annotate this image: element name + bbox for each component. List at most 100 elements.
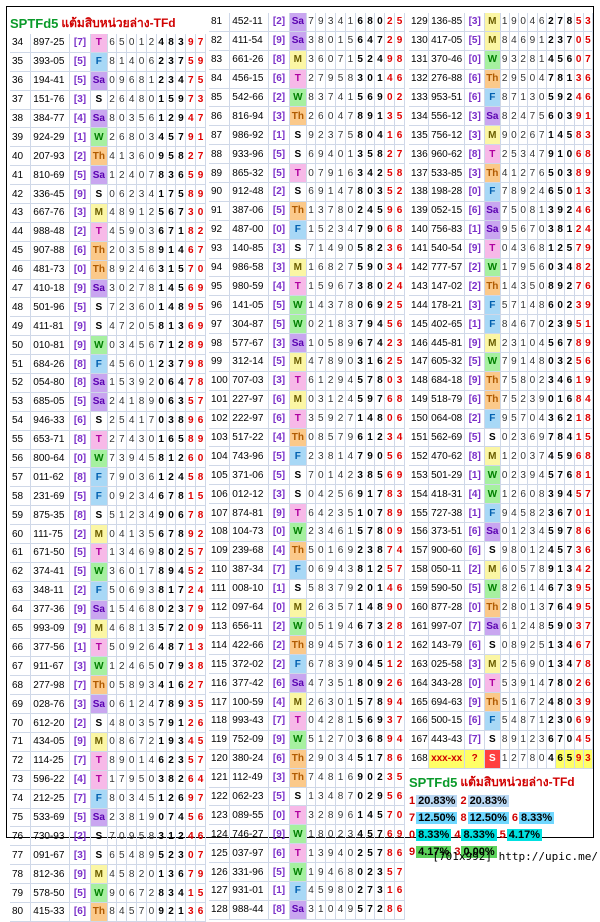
digit-cell: 7 — [366, 523, 376, 541]
digit-cell: 3 — [176, 732, 187, 751]
digit-cell: 4 — [565, 258, 575, 277]
digit-cell: 7 — [501, 201, 510, 220]
stat-group: 0 — [409, 829, 416, 842]
day-badge: S — [485, 749, 501, 768]
digit-cell: 7 — [196, 751, 206, 770]
digit-cell: 2 — [575, 220, 584, 239]
digit-cell: 2 — [196, 562, 206, 581]
digit-cell: 5 — [375, 466, 386, 485]
digit-cell: 0 — [147, 430, 157, 449]
digit-cell: 4 — [127, 166, 138, 185]
digit-cell: 4 — [176, 71, 187, 90]
day-badge: Th — [290, 768, 307, 787]
group-number: [5] — [70, 884, 92, 902]
digit-cell: 5 — [510, 409, 519, 428]
digit-cell: 5 — [556, 50, 566, 69]
digit-cell: 0 — [538, 220, 547, 239]
digit-cell: 0 — [547, 353, 556, 371]
digit-cell: 1 — [519, 730, 529, 749]
digit-cell: 4 — [346, 447, 356, 466]
digit-cell: 4 — [167, 298, 177, 317]
day-badge: S — [485, 541, 501, 560]
table-row: 69 028-76 [3] Sa 0 6 1 2 4 7 8 9 3 5 — [10, 695, 206, 715]
digit-cell: 8 — [108, 902, 118, 921]
digit-cell: 9 — [501, 50, 510, 69]
digit-cell: 0 — [336, 693, 346, 711]
digit-cell: 2 — [326, 371, 337, 390]
draw-number: 114-25 — [31, 751, 70, 770]
digit-cell: 6 — [565, 371, 575, 390]
digit-cell: 2 — [519, 523, 529, 541]
digit-cell: 2 — [385, 353, 396, 371]
table-row: 128 988-44 [8] Sa 3 1 0 4 9 5 7 2 8 6 — [209, 900, 405, 920]
digit-cell: 9 — [127, 449, 138, 468]
digit-cell: 1 — [108, 166, 118, 185]
digit-cell: 9 — [196, 52, 206, 71]
digit-cell: 3 — [117, 544, 128, 562]
digit-cell: 9 — [117, 468, 128, 487]
group-number: [2] — [70, 827, 92, 846]
digit-cell: 7 — [176, 204, 187, 222]
digit-cell: 1 — [501, 13, 510, 31]
digit-cell: 4 — [316, 768, 327, 787]
table-row: 83 661-26 [8] M 3 6 0 7 1 5 2 4 9 8 — [209, 50, 405, 70]
digit-cell: 8 — [167, 638, 177, 657]
digit-cell: 8 — [395, 50, 405, 69]
digit-cell: 2 — [375, 560, 386, 579]
digit-cell: 5 — [336, 674, 346, 693]
table-row: 47 410-18 [9] Sa 3 0 2 7 8 1 4 5 6 9 — [10, 279, 206, 299]
row-index: 105 — [209, 466, 231, 485]
digit-cell: 9 — [157, 241, 167, 260]
digit-cell: 5 — [547, 617, 556, 636]
draw-number: 707-03 — [230, 371, 269, 390]
table-row: 37 151-76 [3] S 2 6 4 8 0 1 5 9 7 3 — [10, 90, 206, 110]
digit-cell: 8 — [117, 732, 128, 751]
day-badge: T — [290, 371, 307, 390]
row-index: 108 — [209, 523, 231, 541]
draw-number: 348-11 — [31, 581, 70, 600]
digit-cell: 3 — [147, 222, 157, 241]
digit-cell: 8 — [528, 201, 538, 220]
draw-number: 025-58 — [429, 655, 466, 674]
digit-cell: 3 — [575, 296, 584, 315]
digit-cell: 5 — [147, 714, 157, 732]
digit-cell: 9 — [316, 145, 327, 164]
digit-cell: 0 — [565, 730, 575, 749]
digit-cell: 5 — [176, 279, 187, 298]
draw-number: 222-97 — [230, 409, 269, 428]
digit-cell: 8 — [565, 13, 575, 31]
digit-cell: 1 — [137, 411, 147, 430]
day-badge: F — [91, 789, 108, 808]
digit-cell: 0 — [307, 390, 317, 409]
draw-number: 907-88 — [31, 241, 70, 260]
row-index: 140 — [409, 220, 430, 239]
group-number: [9] — [269, 730, 291, 749]
group-number: [2] — [269, 183, 291, 201]
digit-cell: 8 — [176, 525, 187, 544]
draw-number: 656-11 — [230, 617, 269, 636]
digit-cell: 5 — [356, 693, 366, 711]
digit-cell: 9 — [385, 50, 396, 69]
digit-cell: 2 — [186, 714, 197, 732]
draw-number: 694-63 — [429, 693, 466, 711]
digit-cell: 8 — [395, 164, 405, 183]
table-row: 64 377-36 [9] Sa 1 5 4 6 8 0 2 3 7 9 — [10, 600, 206, 620]
table-row: 101 227-97 [6] M 0 3 1 2 4 5 9 7 6 8 — [209, 390, 405, 410]
digit-cell: 5 — [316, 277, 327, 296]
table-row: 168 xxx-xx? S 1 2 7 8 0 4 6 5 9 3 — [409, 749, 593, 769]
group-number: [3] — [465, 126, 486, 145]
digit-cell: 5 — [547, 523, 556, 541]
digit-cell: 5 — [196, 884, 206, 902]
digit-cell: 5 — [346, 126, 356, 145]
digit-cell: 4 — [326, 523, 337, 541]
digit-cell: 9 — [556, 523, 566, 541]
table-row: 112 097-64 [0] M 2 6 3 5 7 1 4 8 9 0 — [209, 598, 405, 618]
digit-cell: 2 — [176, 827, 187, 846]
draw-number: 671-50 — [31, 544, 70, 562]
digit-cell: 1 — [501, 485, 510, 504]
digit-cell: 5 — [196, 732, 206, 751]
digit-cell: 6 — [528, 239, 538, 258]
digit-cell: 7 — [108, 449, 118, 468]
digit-cell: 5 — [375, 806, 386, 825]
digit-cell: 5 — [147, 525, 157, 544]
